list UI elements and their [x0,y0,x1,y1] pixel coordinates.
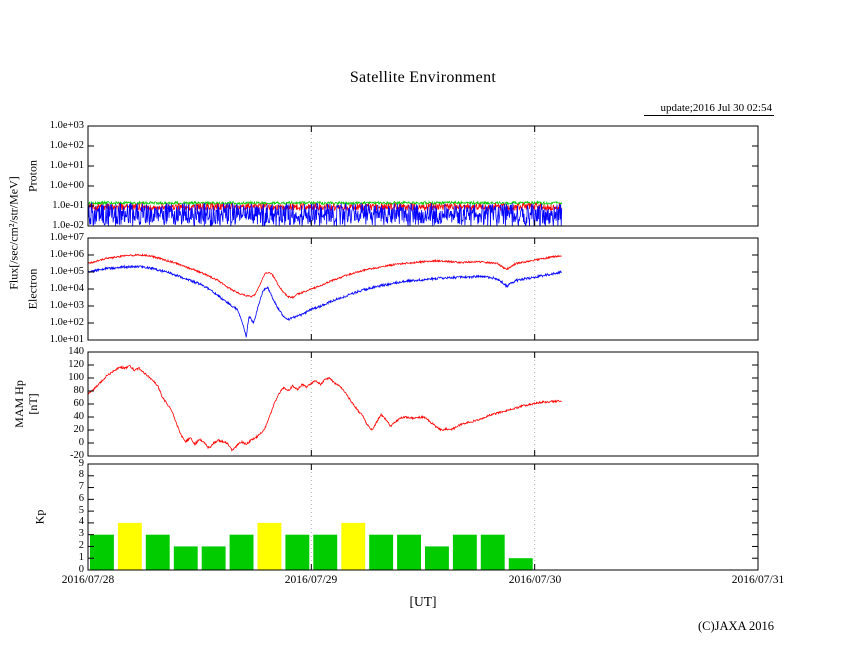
kp-y-tick-label: 2 [78,539,84,551]
hp-y-tick-label: 80 [73,384,85,396]
x-tick-label-2016-07-29: 2016/07/29 [284,574,338,586]
hp-y-tick-label: 0 [78,436,84,448]
kp-bar [285,534,310,570]
hp-series-group [88,365,562,452]
proton-y-tick-label: 1.0e-01 [52,199,84,211]
electron-y-tick-label: 1.0e+05 [49,265,84,277]
electron-y-tick-label: 1.0e+04 [49,282,84,294]
hp-y-tick-label: 140 [68,345,84,357]
electron-red-line [88,253,562,299]
x-tick-label-2016-07-30: 2016/07/30 [508,574,562,586]
x-tick-label-2016-07-28: 2016/07/28 [61,574,115,586]
hp-y-tick-label: 40 [73,410,85,422]
electron-y-tick-label: 1.0e+07 [49,231,84,243]
hp-y-tick-label: 100 [68,371,84,383]
kp-y-tick-label: 0 [78,563,84,575]
kp-bar [229,534,254,570]
kp-y-tick-label: 6 [78,492,84,504]
kp-bar [257,522,282,570]
kp-y-tick-label: 9 [78,457,84,469]
kp-bar [90,534,114,570]
proton-y-tick-label: 1.0e-02 [52,219,84,231]
kp-bar [145,534,170,570]
electron-blue-line [88,264,562,338]
hp-red-line [88,365,562,452]
kp-bar [369,534,394,570]
electron-y-tick-label: 1.0e+02 [49,316,84,328]
proton-series-group [88,200,563,226]
proton-green-line [88,200,563,206]
kp-bar [201,546,226,570]
electron-panel-frame [87,237,759,341]
hp-y-tick-label: 60 [73,397,85,409]
kp-y-tick-label: 3 [78,528,84,540]
electron-y-tick-label: 1.0e+06 [49,248,84,260]
hp-y-tick-label: 20 [73,423,85,435]
kp-y-tick-label: 4 [78,516,84,528]
kp-bar [313,534,338,570]
kp-bar [341,522,366,570]
kp-panel-frame [87,463,759,571]
kp-y-tick-label: 7 [78,481,84,493]
electron-y-tick-label: 1.0e+01 [49,333,84,345]
copyright-label: (C)JAXA 2016 [697,619,774,633]
electron-series-group [88,253,562,338]
electron-y-tick-label: 1.0e+03 [49,299,84,311]
proton-y-tick-label: 1.0e+02 [49,139,84,151]
kp-bar [117,522,142,570]
hp-y-tick-label: -20 [70,449,84,461]
kp-bar [452,534,477,570]
kp-bar [508,558,533,570]
kp-bar [425,546,449,570]
kp-bar [480,534,505,570]
proton-blue-line [88,201,563,226]
proton-y-tick-label: 1.0e+00 [49,179,84,191]
proton-y-tick-label: 1.0e+03 [49,119,84,131]
kp-series-group [90,522,533,570]
hp-y-tick-label: 120 [68,358,84,370]
kp-y-tick-label: 1 [78,551,84,563]
kp-y-tick-label: 8 [78,469,84,481]
proton-y-tick-label: 1.0e+01 [49,159,84,171]
x-tick-label-2016-07-31: 2016/07/31 [731,574,785,586]
kp-y-tick-label: 5 [78,504,84,516]
x-axis-label: [UT] [409,594,437,609]
kp-bar [173,546,198,570]
kp-bar [397,534,421,570]
proton-panel-frame [87,125,759,227]
update-timestamp: update;2016 Jul 30 02:54 [644,102,774,116]
page-title: Satellite Environment [349,69,497,86]
